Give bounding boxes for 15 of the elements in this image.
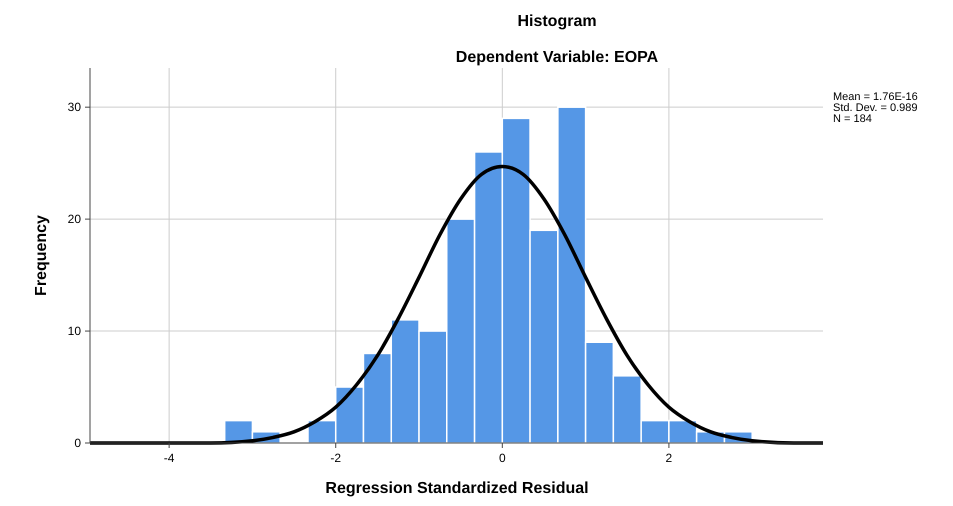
x-tick-label: -2 <box>330 451 342 465</box>
x-axis-title: Regression Standardized Residual <box>325 480 589 497</box>
y-tick-label: 0 <box>74 436 82 450</box>
x-tick-label: 2 <box>666 451 673 465</box>
chart-title: Histogram <box>517 13 597 30</box>
text: N = 184 <box>833 113 872 125</box>
y-tick-label: 10 <box>68 324 82 338</box>
x-tick-label: 0 <box>498 451 506 465</box>
y-tick-label: 20 <box>68 212 82 226</box>
x-tick-label: -4 <box>164 451 175 465</box>
chart-subtitle: Dependent Variable: EOPA <box>456 49 659 66</box>
y-tick-label: 30 <box>68 100 82 114</box>
y-axis-title: Frequency <box>33 214 50 296</box>
text: Std. Dev. = 0.989 <box>833 102 918 114</box>
text: Mean = 1.76E-16 <box>833 91 918 103</box>
